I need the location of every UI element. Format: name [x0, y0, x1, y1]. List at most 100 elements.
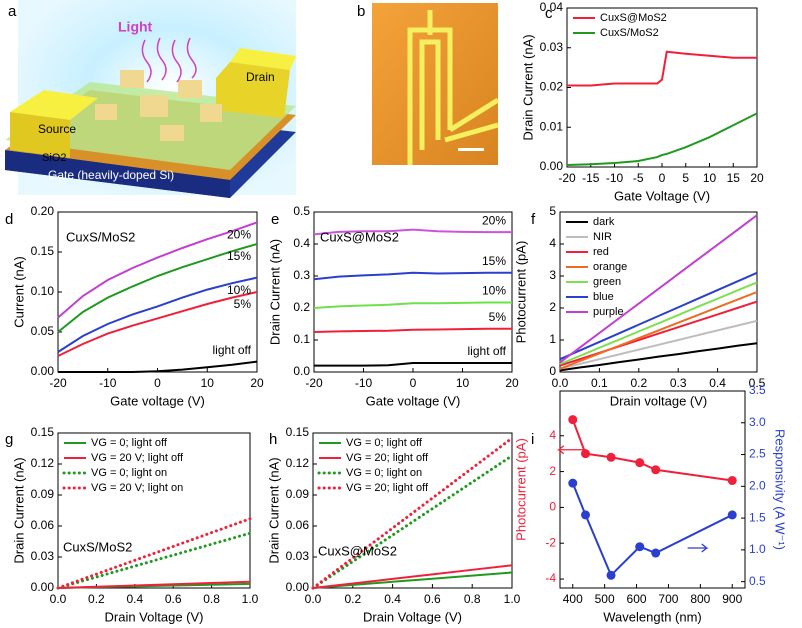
- y-tick-label: 0.03: [286, 549, 310, 563]
- x-tick-label: 600: [627, 592, 647, 606]
- series-line: [57, 243, 258, 333]
- x-tick-label: 0.6: [165, 592, 182, 606]
- panel-letter: e: [271, 211, 279, 228]
- data-point: [606, 452, 616, 462]
- x-axis-title: Wavelength (nm): [603, 609, 702, 624]
- y-tick-label: -4: [545, 571, 556, 585]
- y2-tick-label: 1.5: [749, 510, 766, 524]
- x-tick-label: 0.8: [203, 592, 220, 606]
- x-tick-label: 20: [505, 376, 519, 390]
- y-axis-title: Drain Current (nA): [266, 457, 281, 563]
- substrate: [372, 3, 498, 165]
- series-line: [313, 327, 512, 333]
- x-tick-label: 400: [563, 592, 583, 606]
- annotation: CuxS@MoS2: [318, 543, 397, 558]
- y-tick-label: 0.03: [31, 549, 55, 563]
- y2-tick-label: 3.5: [749, 383, 766, 397]
- y-tick-label: 0.00: [286, 580, 310, 594]
- x-tick-label: 10: [456, 376, 470, 390]
- legend-label: VG = 0; light on: [346, 467, 422, 479]
- x-tick-label: 15: [727, 171, 741, 185]
- series-label: 5%: [489, 310, 507, 324]
- source-side: [10, 112, 70, 158]
- scale-bar: [458, 148, 484, 151]
- series-line: [57, 291, 258, 357]
- drain-side: [216, 62, 290, 118]
- x-tick-label: 10: [703, 171, 717, 185]
- y-tick-label: 0.03: [540, 40, 564, 54]
- legend-label: green: [593, 276, 621, 288]
- x-axis-title: Gate voltage (V): [366, 393, 461, 408]
- x-tick-label: -10: [606, 171, 624, 185]
- series-line: [311, 454, 514, 590]
- series-label: 20%: [227, 228, 251, 242]
- plot-frame: [566, 7, 758, 168]
- series-line: [312, 571, 513, 589]
- series-label: 10%: [227, 283, 251, 297]
- y-tick-label: 2: [549, 300, 556, 314]
- legend-label: VG = 0; light off: [91, 437, 168, 449]
- y-tick-label: 4: [549, 236, 556, 250]
- y-tick-label: 0.00: [31, 364, 55, 378]
- y-tick-label: 0.15: [31, 425, 55, 439]
- y-tick-label: 0.05: [31, 324, 55, 338]
- y-tick-label: 0.09: [286, 487, 310, 501]
- y-tick-label: 0.1: [293, 332, 310, 346]
- y-tick-label: 0.20: [31, 204, 55, 218]
- plot-frame: [312, 432, 513, 589]
- x-tick-label: -20: [558, 171, 576, 185]
- x-tick-label: 0.0: [552, 376, 569, 390]
- panel-letter: c: [545, 5, 553, 22]
- x-tick-label: 0.4: [709, 376, 726, 390]
- x-tick-label: 0.4: [384, 592, 401, 606]
- series-line: [313, 271, 512, 281]
- y-tick-label: 0.4: [293, 236, 310, 250]
- x-tick-label: -10: [355, 376, 373, 390]
- series-line: [566, 112, 758, 167]
- annotation: CuxS/MoS2: [66, 229, 135, 244]
- y-tick-label: 0.15: [31, 244, 55, 258]
- series-line: [312, 564, 513, 589]
- data-point: [568, 478, 578, 488]
- y-tick-label: 0.12: [286, 456, 310, 470]
- legend-label: red: [593, 246, 609, 258]
- y-tick-label: 0.06: [31, 518, 55, 532]
- series-label: 10%: [482, 284, 506, 298]
- y-tick-label: 0.0: [293, 364, 310, 378]
- panel-letter: f: [531, 211, 536, 228]
- x-tick-label: 0.2: [630, 376, 647, 390]
- y-tick-label: 0: [549, 364, 556, 378]
- y2-tick-label: 3.0: [749, 415, 766, 429]
- x-tick-label: 10: [201, 376, 215, 390]
- annotation: CuxS@MoS2: [320, 229, 399, 244]
- y2-tick-label: 2.0: [749, 478, 766, 492]
- y-tick-label: -2: [545, 535, 556, 549]
- x-axis-title: Drain Voltage (V): [105, 609, 204, 624]
- gate-label: Gate (heavily-doped Si): [48, 168, 174, 182]
- data-point: [651, 548, 661, 558]
- y-tick-label: 2: [549, 464, 556, 478]
- device-illustration: a Light Source Drain SiO2 Gate (heavily-…: [5, 0, 296, 198]
- data-point: [581, 510, 591, 520]
- y-tick-label: 0.10: [31, 284, 55, 298]
- x-tick-label: 900: [722, 592, 742, 606]
- y-tick-label: 0.06: [286, 518, 310, 532]
- y-tick-label: 0.09: [31, 487, 55, 501]
- legend-label: NIR: [593, 231, 612, 243]
- x-tick-label: 800: [690, 592, 710, 606]
- series-label: light off: [213, 343, 252, 357]
- y-axis-title: Photocurrent (pA): [513, 438, 528, 541]
- drain-top: [230, 48, 296, 70]
- series-line: [58, 360, 258, 373]
- x-tick-label: 0.4: [126, 592, 143, 606]
- series-label: 20%: [482, 213, 506, 227]
- data-point: [606, 570, 616, 580]
- data-point: [651, 465, 661, 475]
- data-point: [568, 415, 578, 425]
- legend-label: VG = 20 V; light on: [91, 482, 183, 494]
- x-tick-label: 0.1: [591, 376, 608, 390]
- data-point: [635, 542, 645, 552]
- source-top: [10, 90, 98, 120]
- y-axis-title: Photocurrent (pA): [513, 241, 528, 344]
- y-tick-label: 0.00: [31, 580, 55, 594]
